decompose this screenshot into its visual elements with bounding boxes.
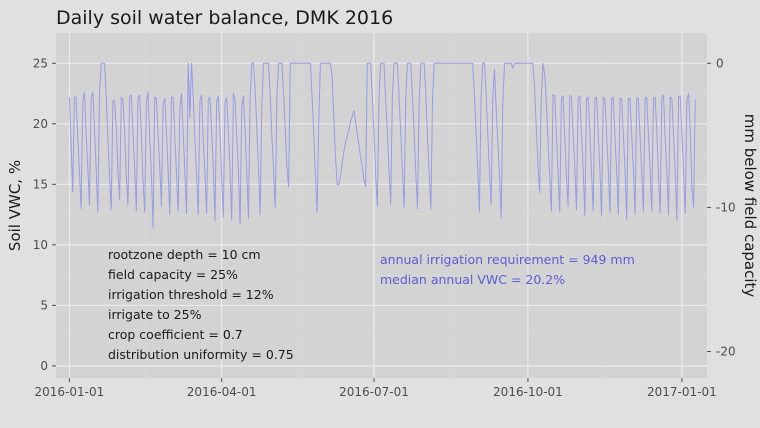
annotation-parameters: rootzone depth = 10 cm field capacity = 2… bbox=[108, 247, 294, 362]
x-tick-label: 2016-07-01 bbox=[339, 385, 409, 399]
y-tick-label: 15 bbox=[33, 177, 48, 191]
y-tick-label: 10 bbox=[33, 238, 48, 252]
y2-tick-label: -10 bbox=[716, 200, 736, 214]
series-layer bbox=[68, 62, 696, 229]
x-tick-label: 2016-10-01 bbox=[493, 385, 563, 399]
annotation-line: crop coefficient = 0.7 bbox=[108, 327, 243, 342]
y-tick-label: 0 bbox=[40, 359, 48, 373]
y-tick-label: 25 bbox=[33, 56, 48, 70]
x-tick-label: 2016-04-01 bbox=[187, 385, 257, 399]
series-line bbox=[68, 62, 696, 229]
x-tick-label: 2016-01-01 bbox=[35, 385, 105, 399]
y-tick-label: 5 bbox=[40, 298, 48, 312]
chart-title: Daily soil water balance, DMK 2016 bbox=[56, 7, 393, 29]
grid-major bbox=[56, 33, 707, 378]
plot-panel bbox=[56, 33, 707, 378]
y2-tick-label: 0 bbox=[716, 56, 724, 70]
annotation-line: irrigate to 25% bbox=[108, 307, 202, 322]
grid-minor bbox=[56, 33, 707, 378]
annotation-line: field capacity = 25% bbox=[108, 267, 238, 282]
annotation-line: irrigation threshold = 12% bbox=[108, 287, 274, 302]
annotation-summary-line: median annual VWC = 20.2% bbox=[380, 272, 565, 287]
annotation-summary: annual irrigation requirement = 949 mm me… bbox=[380, 252, 635, 287]
y2-axis: 0 -10 -20 bbox=[707, 56, 736, 358]
y-axis: 0 5 10 15 20 25 bbox=[33, 56, 56, 373]
y2-axis-title: mm below field capacity bbox=[741, 114, 759, 298]
y2-tick-label: -20 bbox=[716, 344, 736, 358]
annotation-line: distribution uniformity = 0.75 bbox=[108, 347, 294, 362]
x-axis: 2016-01-01 2016-04-01 2016-07-01 2016-10-01… bbox=[35, 378, 717, 399]
annotation-summary-line: annual irrigation requirement = 949 mm bbox=[380, 252, 635, 267]
annotation-line: rootzone depth = 10 cm bbox=[108, 247, 261, 262]
y-axis-title: Soil VWC, % bbox=[6, 160, 24, 251]
y-tick-label: 20 bbox=[33, 117, 48, 131]
x-tick-label: 2017-01-01 bbox=[647, 385, 717, 399]
